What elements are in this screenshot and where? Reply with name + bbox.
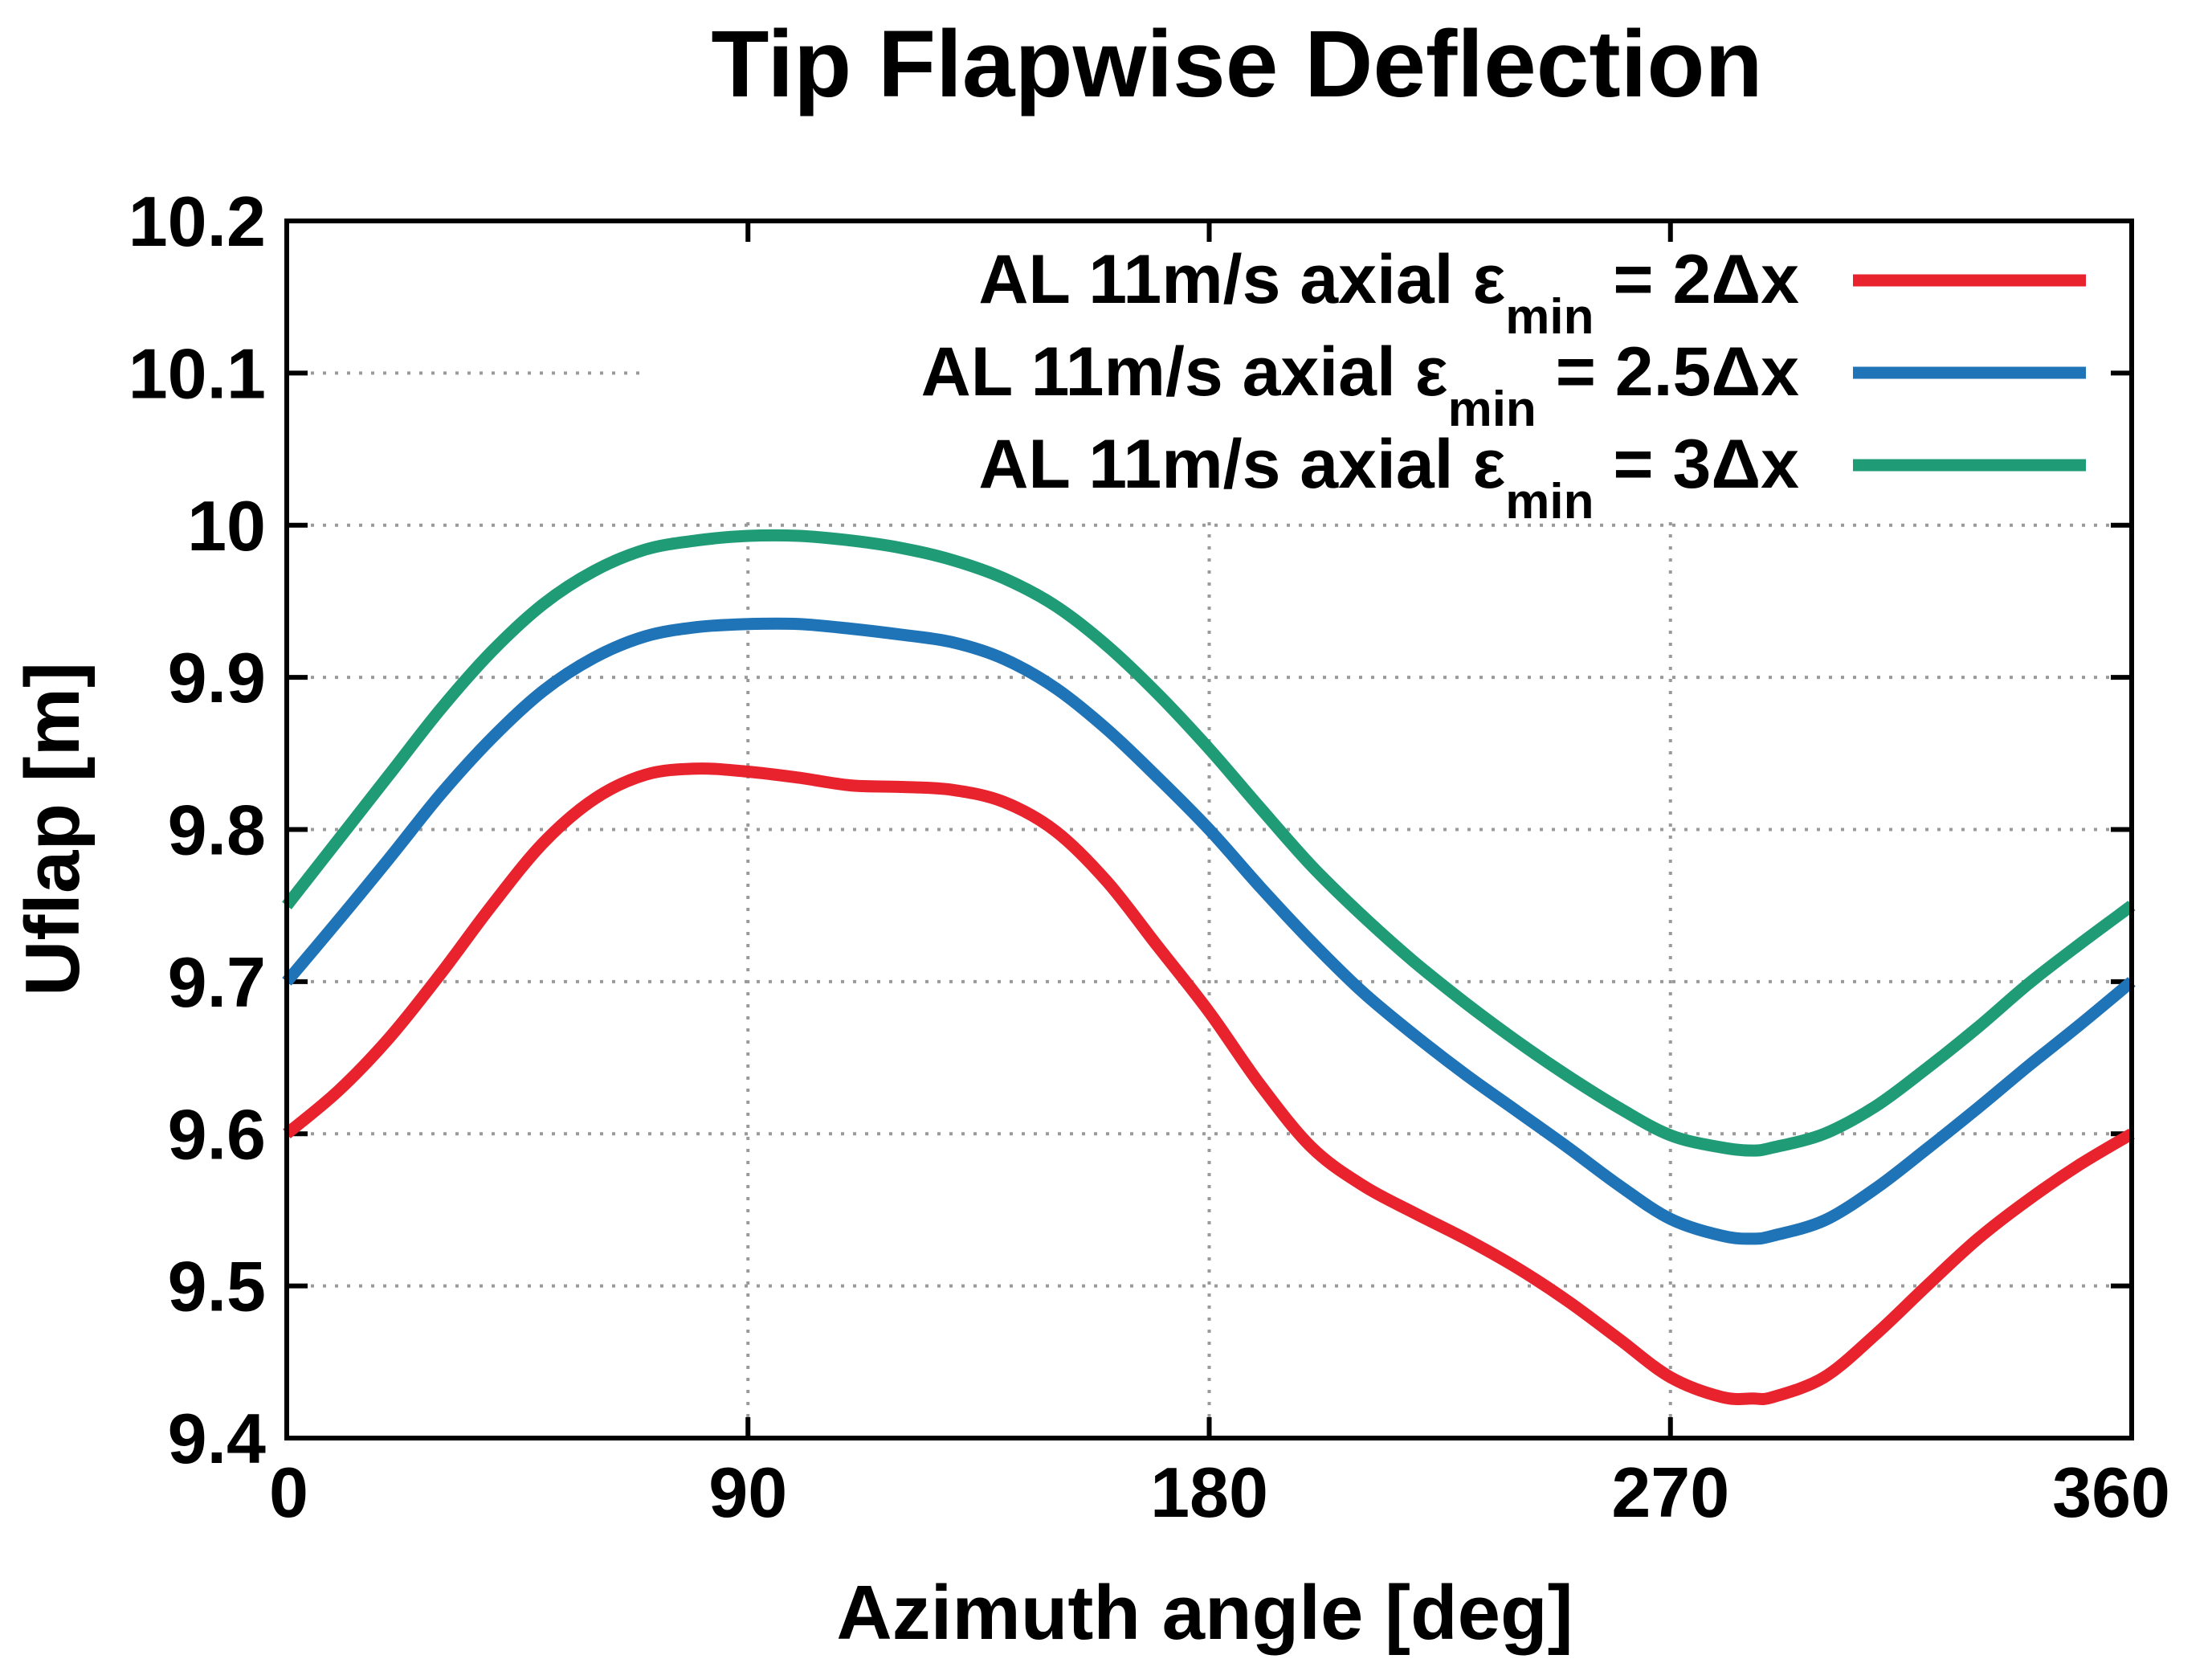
y-tick-label: 9.8 [168, 791, 266, 870]
y-tick-label: 9.4 [168, 1399, 266, 1478]
chart-title: Tip Flapwise Deflection [711, 11, 1762, 117]
y-tick-label: 9.5 [168, 1247, 266, 1326]
series-2dx-line [283, 762, 2135, 1405]
y-tick-label: 10.2 [129, 182, 266, 261]
y-tick-label: 9.9 [168, 638, 266, 717]
y-tick-labels: 9.4 9.5 9.6 9.7 9.8 9.9 10 10.1 10.2 [129, 182, 266, 1478]
plot-series [282, 529, 2136, 1405]
x-tick-label: 180 [1150, 1453, 1268, 1532]
x-tick-label: 360 [2052, 1453, 2170, 1532]
series-2-5dx-line [282, 617, 2136, 1245]
grid-lines [287, 221, 2132, 1438]
y-tick-label: 10.1 [129, 333, 266, 413]
y-axis-label: Uflap [m] [10, 662, 96, 996]
x-tick-label: 0 [269, 1453, 308, 1532]
legend-entry-label: AL 11m/s axial εmin = 3Δx [978, 426, 1799, 529]
x-tick-label: 270 [1611, 1453, 1729, 1532]
y-tick-label: 9.6 [168, 1094, 266, 1174]
legend-background [643, 241, 2120, 518]
x-tick-label: 90 [708, 1453, 787, 1532]
legend-entry-label: AL 11m/s axial εmin = 2.5Δx [921, 333, 1800, 437]
plot-frame [284, 219, 2134, 1440]
x-axis-label: Azimuth angle [deg] [836, 1570, 1573, 1656]
series-3dx-line [282, 529, 2136, 1157]
y-tick-label: 9.7 [168, 942, 266, 1022]
x-tick-labels: 0 90 180 270 360 [269, 1453, 2170, 1532]
y-tick-label: 10 [187, 486, 266, 566]
legend-entry-label: AL 11m/s axial εmin = 2Δx [978, 241, 1799, 345]
